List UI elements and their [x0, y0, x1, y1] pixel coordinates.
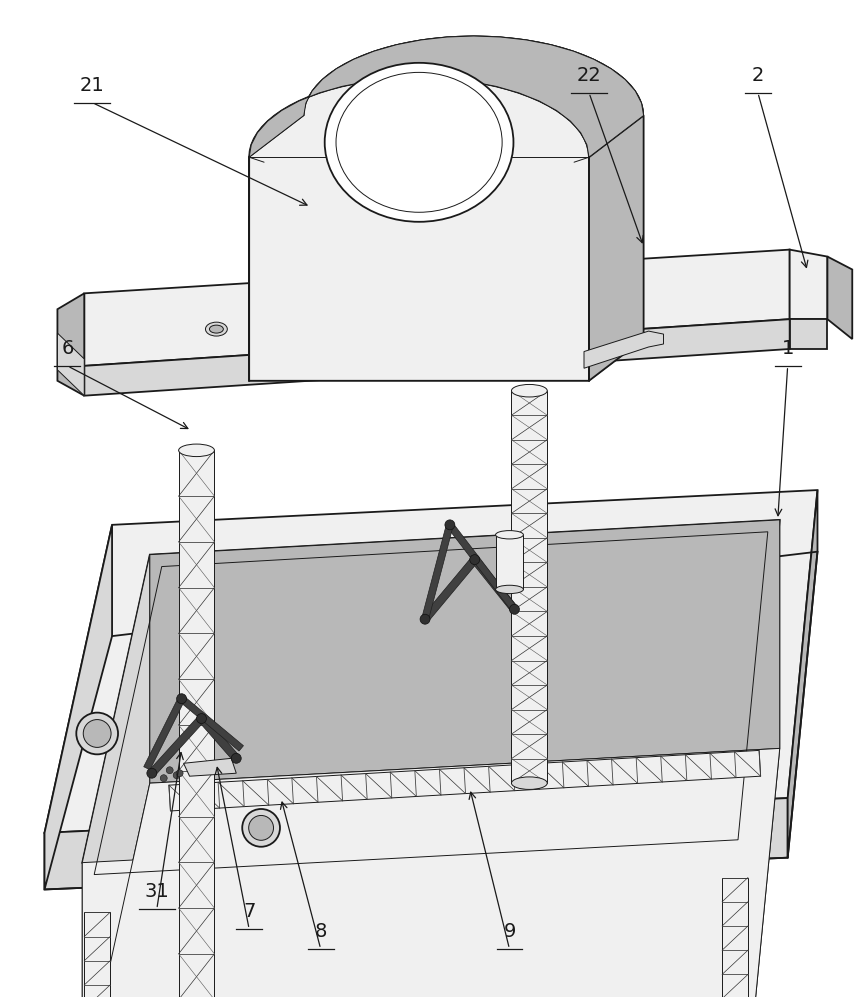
- Polygon shape: [447, 523, 517, 611]
- Text: 2: 2: [752, 66, 764, 85]
- Ellipse shape: [325, 63, 513, 222]
- Circle shape: [160, 775, 167, 782]
- Circle shape: [173, 772, 180, 779]
- Polygon shape: [83, 520, 780, 863]
- Polygon shape: [422, 557, 478, 622]
- Ellipse shape: [511, 384, 548, 397]
- Polygon shape: [178, 450, 214, 1000]
- Text: 31: 31: [145, 882, 169, 901]
- Polygon shape: [84, 912, 110, 1000]
- Polygon shape: [249, 339, 644, 381]
- Polygon shape: [790, 250, 827, 319]
- Polygon shape: [511, 391, 548, 783]
- Circle shape: [470, 555, 480, 565]
- Polygon shape: [58, 333, 84, 396]
- Polygon shape: [169, 750, 760, 811]
- Polygon shape: [584, 331, 664, 368]
- Text: 9: 9: [504, 922, 516, 941]
- Polygon shape: [150, 520, 780, 783]
- Ellipse shape: [511, 777, 548, 789]
- Ellipse shape: [242, 809, 280, 847]
- Text: 21: 21: [80, 76, 104, 95]
- Polygon shape: [83, 828, 750, 1000]
- Ellipse shape: [77, 713, 118, 754]
- Polygon shape: [750, 520, 780, 1000]
- Ellipse shape: [178, 444, 214, 457]
- Polygon shape: [249, 36, 644, 157]
- Circle shape: [196, 714, 207, 724]
- Polygon shape: [179, 696, 244, 751]
- Circle shape: [420, 614, 430, 624]
- Polygon shape: [790, 319, 827, 349]
- Polygon shape: [249, 115, 304, 381]
- Polygon shape: [84, 319, 790, 396]
- Polygon shape: [496, 535, 523, 589]
- Text: 8: 8: [314, 922, 327, 941]
- Polygon shape: [249, 36, 644, 157]
- Polygon shape: [45, 490, 817, 833]
- Circle shape: [232, 753, 241, 763]
- Ellipse shape: [209, 325, 223, 333]
- Polygon shape: [199, 716, 239, 761]
- Circle shape: [147, 768, 157, 778]
- Polygon shape: [788, 490, 817, 858]
- Polygon shape: [58, 293, 84, 396]
- Ellipse shape: [496, 531, 523, 539]
- Text: 6: 6: [61, 339, 73, 358]
- Polygon shape: [183, 758, 236, 776]
- Text: 7: 7: [243, 902, 256, 921]
- Polygon shape: [827, 257, 852, 339]
- Polygon shape: [472, 557, 517, 612]
- Circle shape: [445, 520, 455, 530]
- Polygon shape: [249, 78, 589, 381]
- Ellipse shape: [206, 322, 227, 336]
- Polygon shape: [144, 697, 185, 770]
- Circle shape: [166, 767, 173, 774]
- Circle shape: [510, 604, 519, 614]
- Polygon shape: [45, 525, 112, 889]
- Polygon shape: [722, 878, 748, 1000]
- Ellipse shape: [496, 585, 523, 594]
- Polygon shape: [83, 555, 150, 1000]
- Ellipse shape: [249, 815, 274, 840]
- Polygon shape: [422, 524, 453, 620]
- Polygon shape: [45, 798, 788, 889]
- Text: 1: 1: [782, 339, 794, 358]
- Ellipse shape: [84, 720, 111, 747]
- Polygon shape: [149, 716, 204, 776]
- Circle shape: [177, 694, 187, 704]
- Circle shape: [177, 770, 183, 777]
- Polygon shape: [84, 250, 790, 366]
- Polygon shape: [589, 115, 644, 381]
- Text: 22: 22: [577, 66, 601, 85]
- Polygon shape: [83, 748, 780, 1000]
